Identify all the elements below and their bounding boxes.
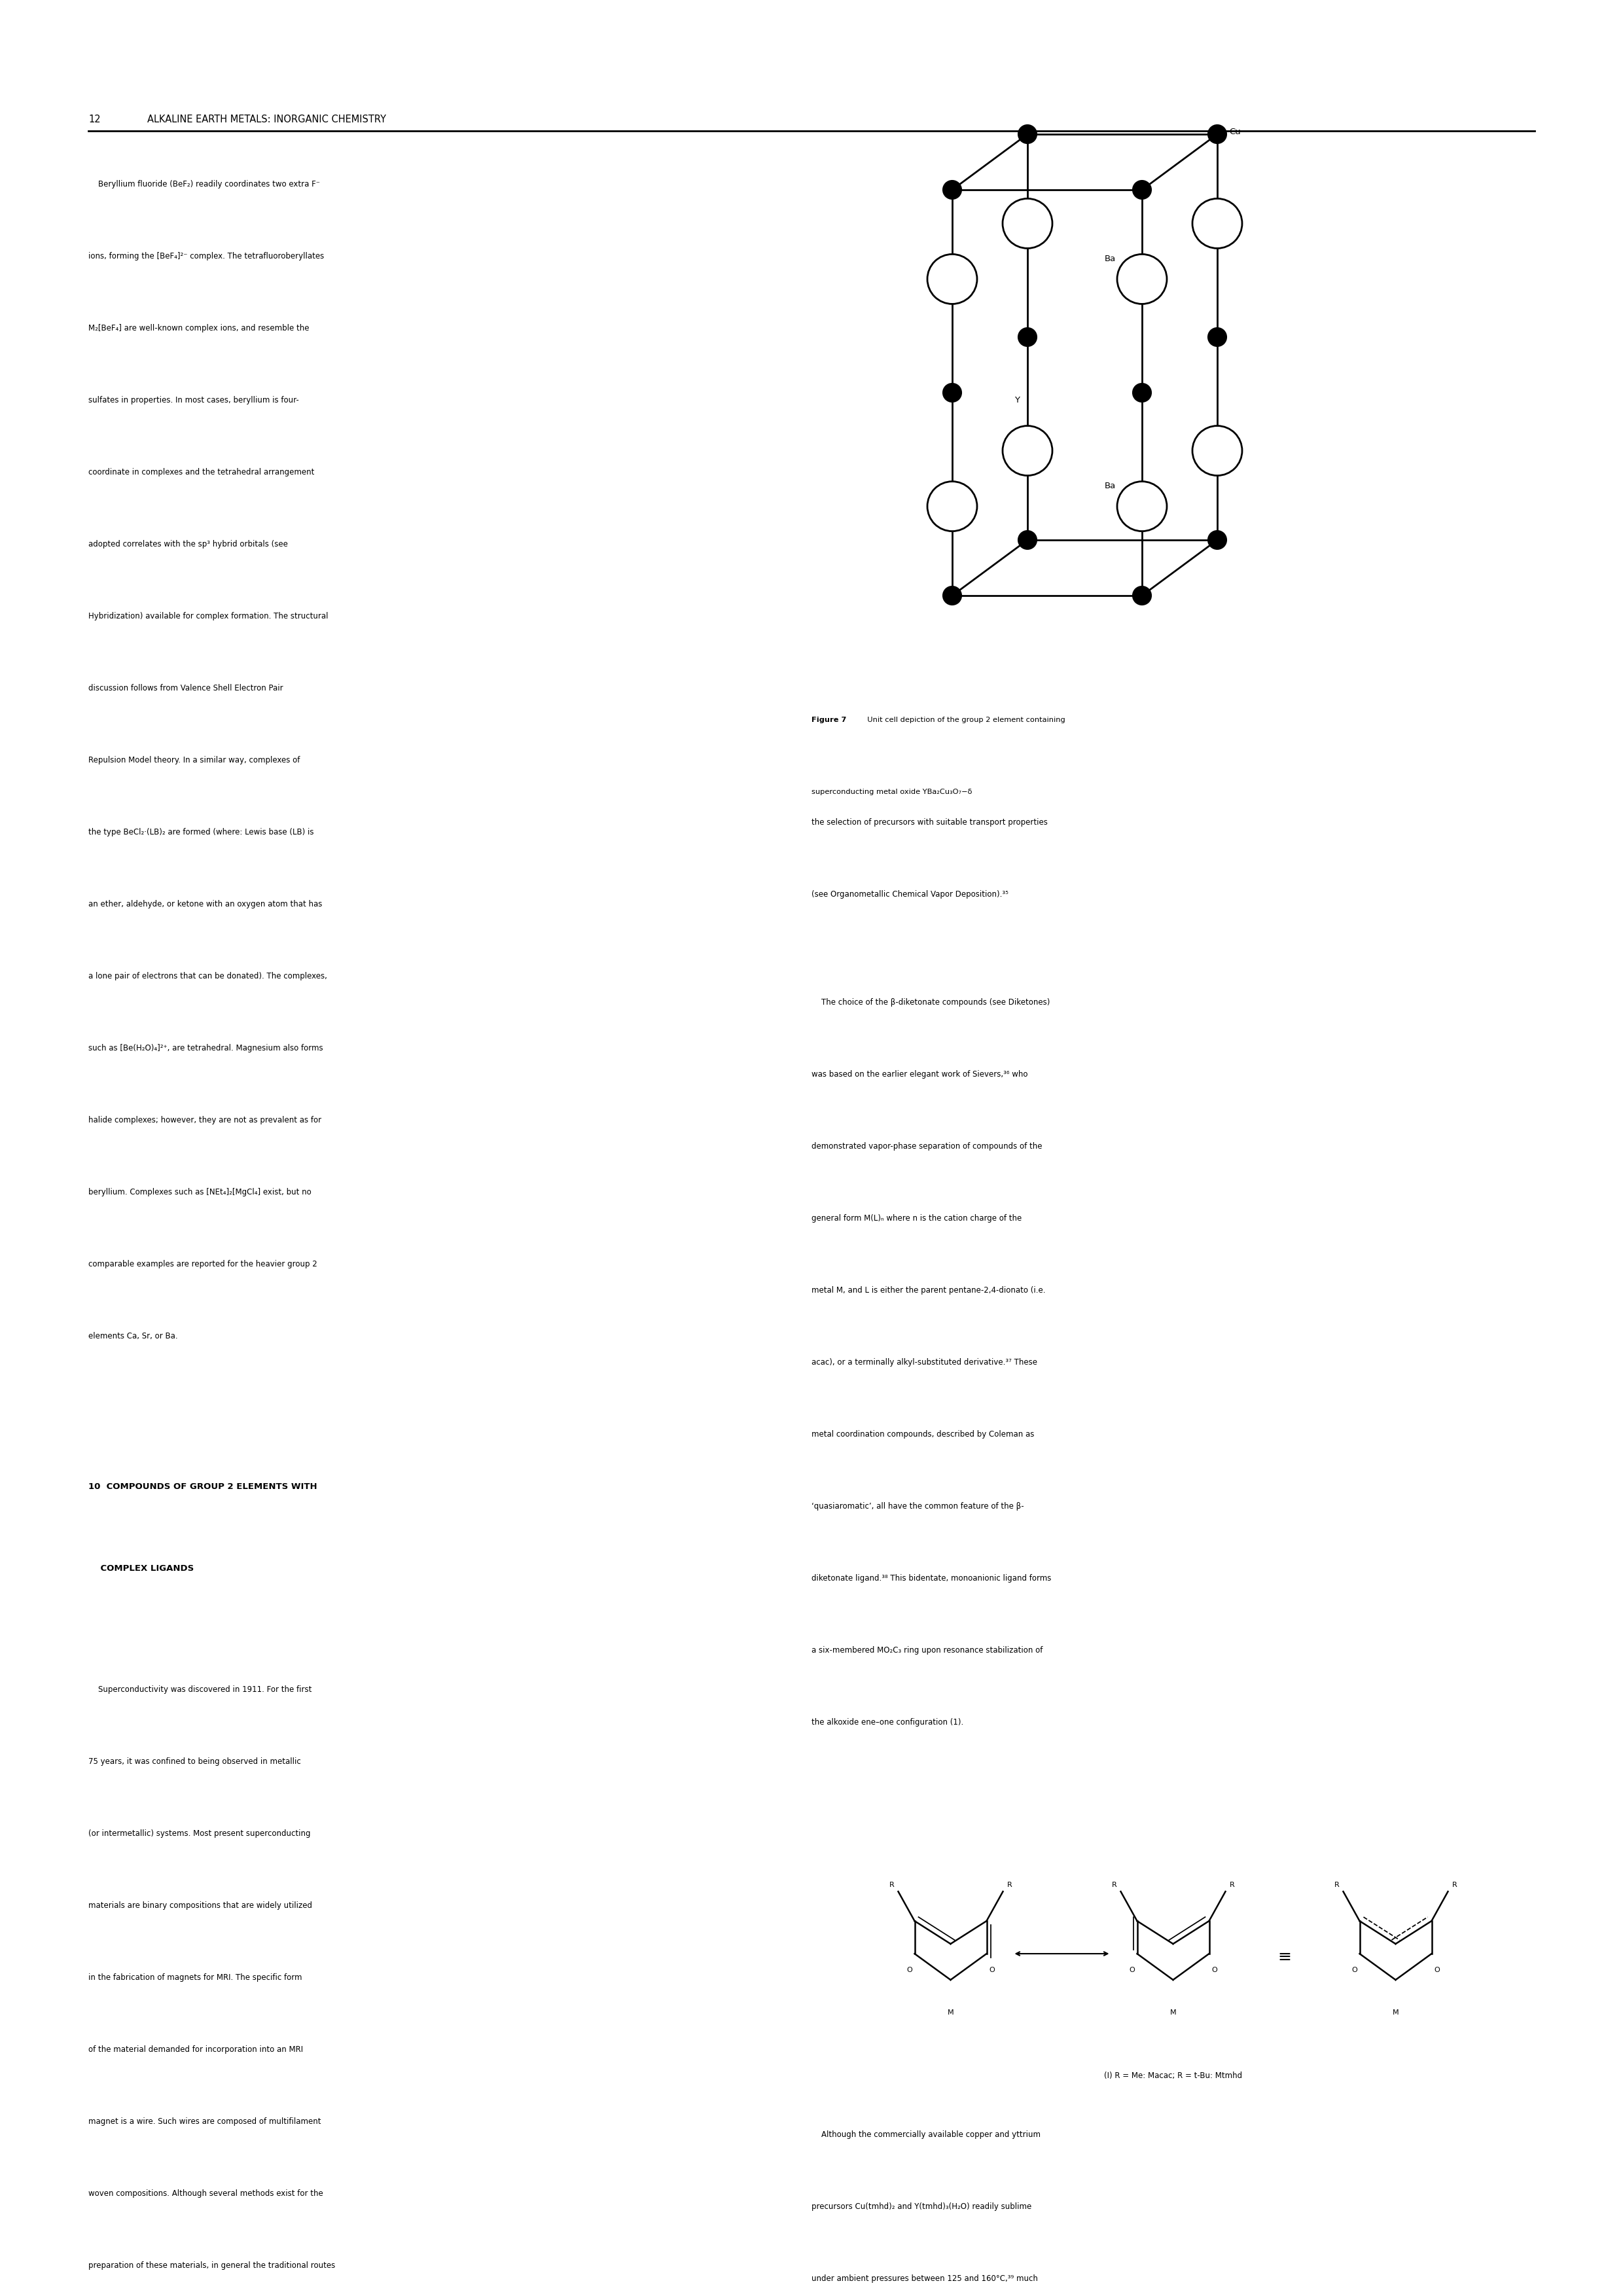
Text: (I) R = Me: Macac; R = t-Bu: Mtmhd: (I) R = Me: Macac; R = t-Bu: Mtmhd (1104, 2071, 1242, 2080)
Text: of the material demanded for incorporation into an MRI: of the material demanded for incorporati… (88, 2046, 304, 2055)
Text: ALKALINE EARTH METALS: INORGANIC CHEMISTRY: ALKALINE EARTH METALS: INORGANIC CHEMIST… (148, 115, 386, 124)
Text: M: M (1170, 2009, 1177, 2016)
Text: diketonate ligand.³⁸ This bidentate, monoanionic ligand forms: diketonate ligand.³⁸ This bidentate, mon… (812, 1575, 1052, 1582)
Circle shape (1117, 482, 1167, 530)
Text: metal M, and L is either the parent pentane-2,4-dionato (i.e.: metal M, and L is either the parent pent… (812, 1286, 1045, 1295)
Circle shape (1208, 328, 1227, 347)
Text: superconducting metal oxide YBa₂Cu₃O₇−δ: superconducting metal oxide YBa₂Cu₃O₇−δ (812, 790, 972, 794)
Text: (see Organometallic Chemical Vapor Deposition).³⁵: (see Organometallic Chemical Vapor Depos… (812, 891, 1008, 898)
Circle shape (1117, 255, 1167, 303)
Circle shape (943, 181, 961, 200)
Text: O: O (1130, 1968, 1134, 1972)
Text: M: M (1393, 2009, 1399, 2016)
Text: R: R (1334, 1883, 1339, 1887)
Text: preparation of these materials, in general the traditional routes: preparation of these materials, in gener… (88, 2262, 336, 2271)
Text: precursors Cu(tmhd)₂ and Y(tmhd)₃(H₂O) readily sublime: precursors Cu(tmhd)₂ and Y(tmhd)₃(H₂O) r… (812, 2202, 1032, 2211)
Circle shape (943, 383, 961, 402)
Text: the type BeCl₂·(LB)₂ are formed (where: Lewis base (LB) is: the type BeCl₂·(LB)₂ are formed (where: … (88, 829, 313, 836)
Text: Cu: Cu (1229, 129, 1240, 135)
Text: Repulsion Model theory. In a similar way, complexes of: Repulsion Model theory. In a similar way… (88, 755, 300, 765)
Text: a lone pair of electrons that can be donated). The complexes,: a lone pair of electrons that can be don… (88, 971, 328, 980)
Text: woven compositions. Although several methods exist for the: woven compositions. Although several met… (88, 2190, 323, 2197)
Text: M₂[BeF₄] are well-known complex ions, and resemble the: M₂[BeF₄] are well-known complex ions, an… (88, 324, 310, 333)
Text: an ether, aldehyde, or ketone with an oxygen atom that has: an ether, aldehyde, or ketone with an ox… (88, 900, 323, 909)
Text: O: O (1435, 1968, 1440, 1972)
Text: M: M (948, 2009, 954, 2016)
Text: R: R (1112, 1883, 1117, 1887)
Text: was based on the earlier elegant work of Sievers,³⁶ who: was based on the earlier elegant work of… (812, 1070, 1027, 1079)
Circle shape (927, 255, 977, 303)
Circle shape (1003, 425, 1052, 475)
Circle shape (1208, 530, 1227, 549)
Circle shape (1018, 328, 1037, 347)
Text: R: R (1453, 1883, 1457, 1887)
Text: metal coordination compounds, described by Coleman as: metal coordination compounds, described … (812, 1430, 1034, 1440)
Circle shape (1193, 197, 1242, 248)
Text: Hybridization) available for complex formation. The structural: Hybridization) available for complex for… (88, 613, 328, 620)
Text: acac), or a terminally alkyl-substituted derivative.³⁷ These: acac), or a terminally alkyl-substituted… (812, 1359, 1037, 1366)
Text: demonstrated vapor-phase separation of compounds of the: demonstrated vapor-phase separation of c… (812, 1141, 1042, 1150)
Text: materials are binary compositions that are widely utilized: materials are binary compositions that a… (88, 1901, 312, 1910)
Text: under ambient pressures between 125 and 160°C,³⁹ much: under ambient pressures between 125 and … (812, 2275, 1037, 2282)
Text: the selection of precursors with suitable transport properties: the selection of precursors with suitabl… (812, 817, 1048, 827)
Text: such as [Be(H₂O)₄]²⁺, are tetrahedral. Magnesium also forms: such as [Be(H₂O)₄]²⁺, are tetrahedral. M… (88, 1045, 323, 1052)
Circle shape (1208, 124, 1227, 142)
Text: Superconductivity was discovered in 1911. For the first: Superconductivity was discovered in 1911… (88, 1685, 312, 1694)
Text: (or intermetallic) systems. Most present superconducting: (or intermetallic) systems. Most present… (88, 1830, 310, 1837)
Circle shape (1018, 530, 1037, 549)
Text: magnet is a wire. Such wires are composed of multifilament: magnet is a wire. Such wires are compose… (88, 2117, 321, 2126)
Text: ions, forming the [BeF₄]²⁻ complex. The tetrafluoroberyllates: ions, forming the [BeF₄]²⁻ complex. The … (88, 253, 325, 259)
Circle shape (927, 482, 977, 530)
Circle shape (1133, 181, 1151, 200)
Text: a six-membered MO₂C₃ ring upon resonance stabilization of: a six-membered MO₂C₃ ring upon resonance… (812, 1646, 1042, 1655)
Text: adopted correlates with the sp³ hybrid orbitals (see: adopted correlates with the sp³ hybrid o… (88, 540, 287, 549)
Circle shape (1018, 124, 1037, 142)
Text: Y: Y (1014, 395, 1019, 404)
Text: R: R (1006, 1883, 1013, 1887)
Text: beryllium. Complexes such as [NEt₄]₂[MgCl₄] exist, but no: beryllium. Complexes such as [NEt₄]₂[MgC… (88, 1187, 312, 1196)
Circle shape (1133, 585, 1151, 604)
Text: O: O (1211, 1968, 1217, 1972)
Text: 12: 12 (88, 115, 101, 124)
Text: elements Ca, Sr, or Ba.: elements Ca, Sr, or Ba. (88, 1332, 179, 1341)
Text: the alkoxide ene–one configuration (1).: the alkoxide ene–one configuration (1). (812, 1717, 964, 1727)
Text: Ba: Ba (1104, 482, 1115, 491)
Text: coordinate in complexes and the tetrahedral arrangement: coordinate in complexes and the tetrahed… (88, 468, 315, 478)
Text: R: R (1230, 1883, 1235, 1887)
Text: The choice of the β-diketonate compounds (see Diketones): The choice of the β-diketonate compounds… (812, 999, 1050, 1006)
Text: ‘quasiaromatic’, all have the common feature of the β-: ‘quasiaromatic’, all have the common fea… (812, 1502, 1024, 1511)
Text: O: O (988, 1968, 995, 1972)
Circle shape (1003, 197, 1052, 248)
Text: sulfates in properties. In most cases, beryllium is four-: sulfates in properties. In most cases, b… (88, 395, 299, 404)
Text: halide complexes; however, they are not as prevalent as for: halide complexes; however, they are not … (88, 1116, 321, 1125)
Text: 10  COMPOUNDS OF GROUP 2 ELEMENTS WITH: 10 COMPOUNDS OF GROUP 2 ELEMENTS WITH (88, 1483, 316, 1490)
Text: comparable examples are reported for the heavier group 2: comparable examples are reported for the… (88, 1261, 316, 1267)
Text: in the fabrication of magnets for MRI. The specific form: in the fabrication of magnets for MRI. T… (88, 1972, 302, 1981)
Text: general form M(L)ₙ where n is the cation charge of the: general form M(L)ₙ where n is the cation… (812, 1215, 1022, 1221)
Text: 75 years, it was confined to being observed in metallic: 75 years, it was confined to being obser… (88, 1756, 300, 1766)
Text: Beryllium fluoride (BeF₂) readily coordinates two extra F⁻: Beryllium fluoride (BeF₂) readily coordi… (88, 179, 320, 188)
Text: Unit cell depiction of the group 2 element containing: Unit cell depiction of the group 2 eleme… (862, 716, 1065, 723)
Text: Ba: Ba (1104, 255, 1115, 264)
Text: Figure 7: Figure 7 (812, 716, 847, 723)
Text: COMPLEX LIGANDS: COMPLEX LIGANDS (88, 1564, 193, 1573)
Circle shape (1133, 383, 1151, 402)
Circle shape (943, 585, 961, 604)
Text: O: O (907, 1968, 912, 1972)
Text: ≡: ≡ (1277, 1949, 1292, 1965)
Text: R: R (889, 1883, 894, 1887)
Text: O: O (1352, 1968, 1357, 1972)
Text: discussion follows from Valence Shell Electron Pair: discussion follows from Valence Shell El… (88, 684, 282, 693)
Text: Although the commercially available copper and yttrium: Although the commercially available copp… (812, 2131, 1040, 2140)
Circle shape (1193, 425, 1242, 475)
